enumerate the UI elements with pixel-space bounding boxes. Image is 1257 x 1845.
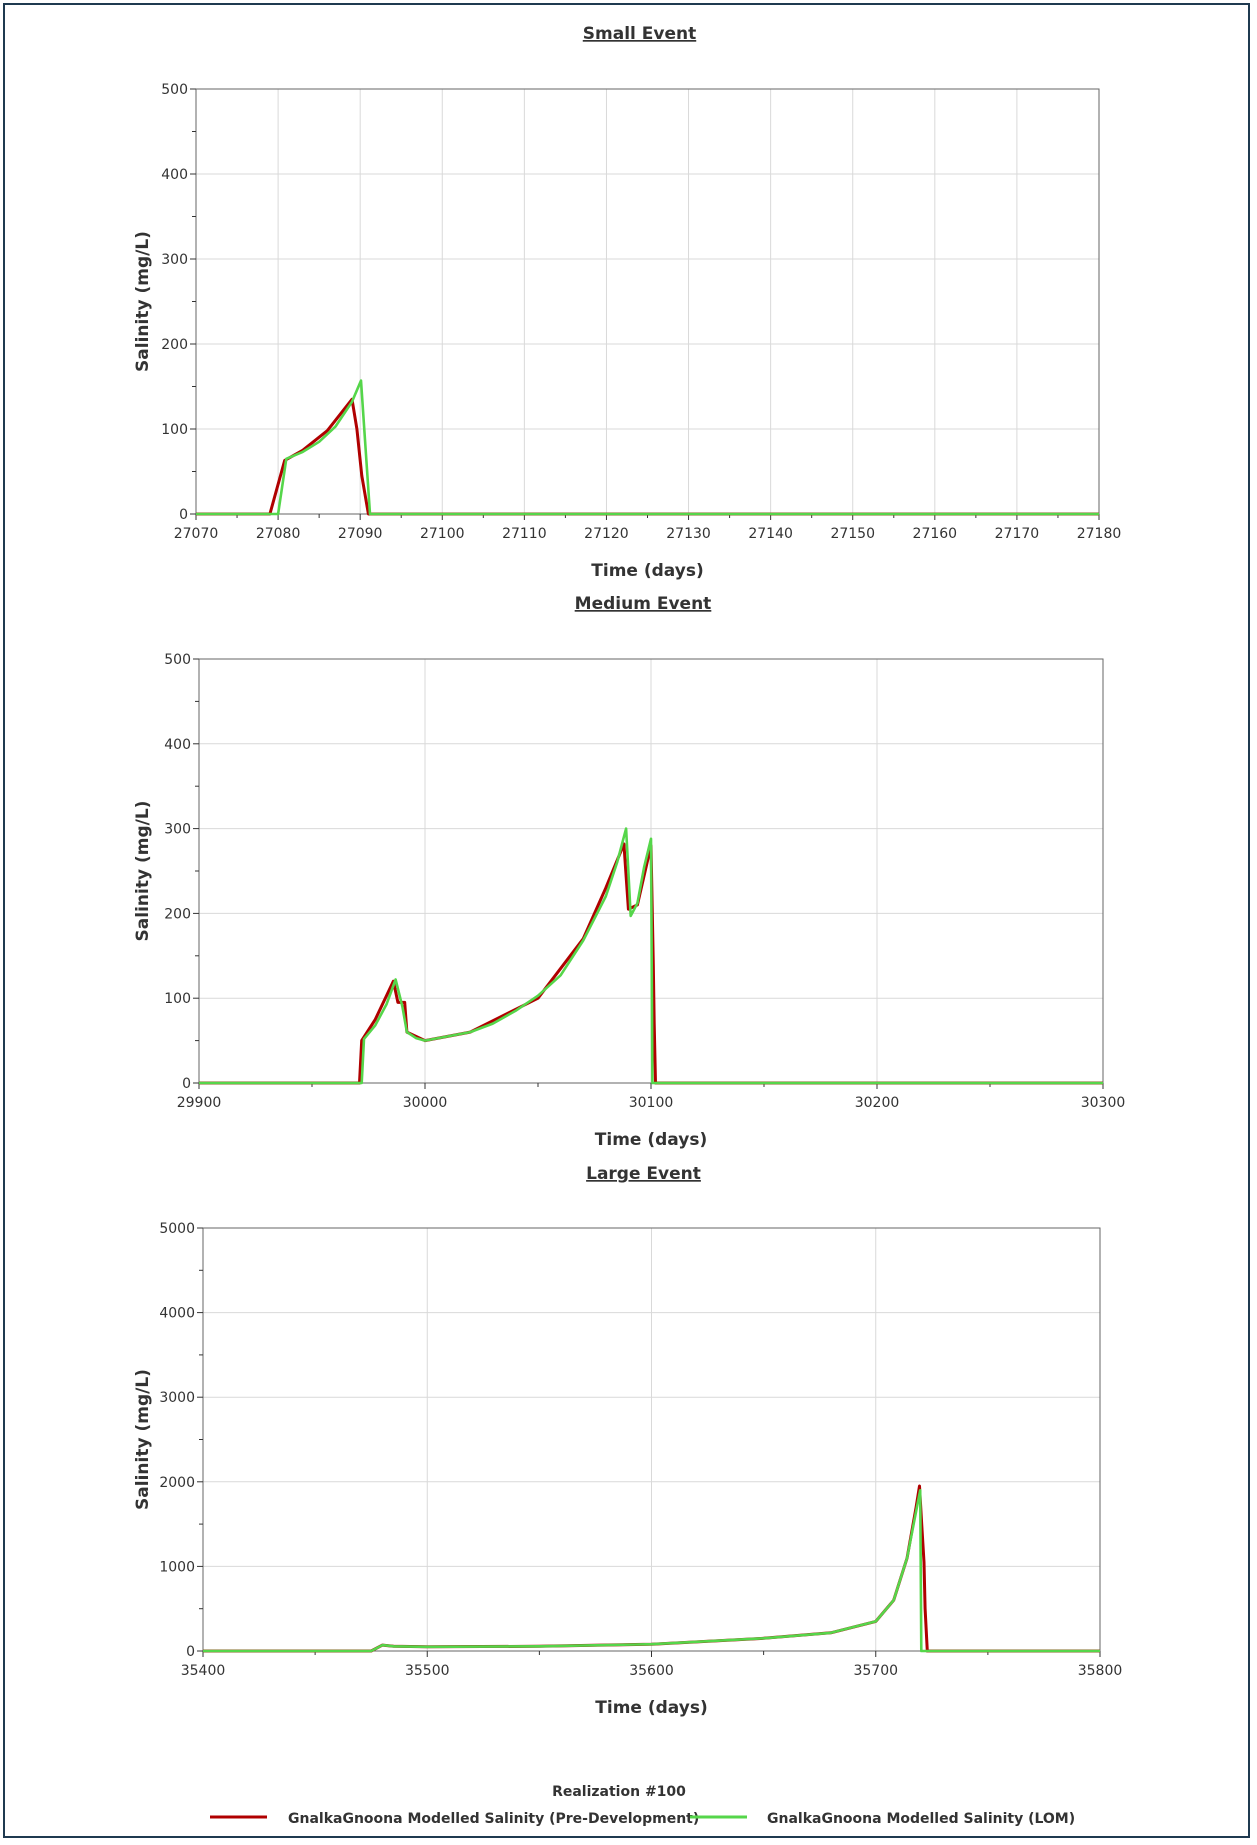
y-tick-label: 400	[161, 167, 188, 183]
y-axis-label: Salinity (mg/L)	[133, 231, 153, 372]
x-tick-label: 30300	[1081, 1095, 1126, 1111]
y-tick-label: 200	[164, 906, 191, 922]
y-tick-label: 2000	[159, 1475, 195, 1491]
x-tick-label: 27160	[913, 526, 958, 542]
chart-2: Medium Event 0 100 200 300 400 500 29900 30000 30…	[133, 594, 1125, 1150]
x-axis-label: Time (days)	[591, 561, 703, 581]
x-tick-label: 35800	[1078, 1663, 1123, 1679]
x-tick-label: 27140	[748, 526, 793, 542]
y-tick-label: 0	[182, 1076, 191, 1092]
chart-title: Medium Event	[575, 594, 712, 614]
legend-title: Realization #100	[552, 1784, 686, 1800]
x-axis-label: Time (days)	[595, 1698, 707, 1718]
plot-area-border	[195, 88, 1100, 515]
y-tick-label: 1000	[159, 1559, 195, 1575]
y-tick-label: 400	[164, 737, 191, 753]
series-line-lom	[203, 1489, 1100, 1653]
figure-canvas: Small Event 0 100 200 300 400 500 27070 27080 270…	[133, 24, 1125, 1827]
y-tick-label: 100	[161, 422, 188, 438]
figure-frame: Small Event 0 100 200 300 400 500 27070 27080 270…	[3, 3, 1250, 1838]
x-tick-label: 27130	[666, 526, 711, 542]
x-tick-label: 27090	[338, 526, 383, 542]
y-tick-label: 4000	[159, 1306, 195, 1322]
x-tick-label: 29900	[177, 1095, 222, 1111]
y-axis-label: Salinity (mg/L)	[133, 1369, 153, 1510]
x-tick-label: 30100	[629, 1095, 674, 1111]
series-line-lom	[199, 827, 1103, 1085]
y-tick-label: 500	[164, 652, 191, 668]
chart-title: Small Event	[583, 24, 696, 44]
x-tick-label: 27150	[830, 526, 875, 542]
legend-label: GnalkaGnoona Modelled Salinity (Pre-Deve…	[288, 1811, 699, 1827]
y-tick-label: 300	[161, 252, 188, 268]
x-tick-label: 35400	[181, 1663, 226, 1679]
y-tick-label: 500	[161, 82, 188, 98]
x-tick-label: 27170	[995, 526, 1040, 542]
series-line-lom	[196, 379, 1099, 516]
x-tick-label: 35500	[405, 1663, 450, 1679]
x-tick-label: 27100	[420, 526, 465, 542]
chart-title: Large Event	[586, 1164, 701, 1184]
chart-1: Small Event 0 100 200 300 400 500 27070 27080 270…	[133, 24, 1121, 581]
legend: Realization #100 GnalkaGnoona Modelled Sa…	[210, 1784, 1075, 1827]
y-tick-label: 200	[161, 337, 188, 353]
y-tick-label: 0	[179, 507, 188, 523]
y-tick-label: 5000	[159, 1221, 195, 1237]
y-tick-label: 0	[186, 1644, 195, 1660]
x-tick-label: 27070	[174, 526, 219, 542]
x-axis-label: Time (days)	[595, 1130, 707, 1150]
y-tick-label: 3000	[159, 1390, 195, 1406]
y-axis-label: Salinity (mg/L)	[133, 801, 153, 942]
chart-3: Large Event 0 1000 2000 3000 4000 5000 35400 355…	[133, 1164, 1122, 1718]
x-tick-label: 35600	[629, 1663, 674, 1679]
legend-label: GnalkaGnoona Modelled Salinity (LOM)	[767, 1811, 1075, 1827]
y-tick-label: 300	[164, 822, 191, 838]
x-tick-label: 30200	[855, 1095, 900, 1111]
x-tick-label: 27120	[584, 526, 629, 542]
x-tick-label: 27080	[256, 526, 301, 542]
y-tick-label: 100	[164, 991, 191, 1007]
x-tick-label: 27180	[1077, 526, 1122, 542]
x-tick-label: 35700	[853, 1663, 898, 1679]
x-tick-label: 27110	[502, 526, 547, 542]
x-tick-label: 30000	[403, 1095, 448, 1111]
series-line-pre-development	[196, 397, 1099, 516]
